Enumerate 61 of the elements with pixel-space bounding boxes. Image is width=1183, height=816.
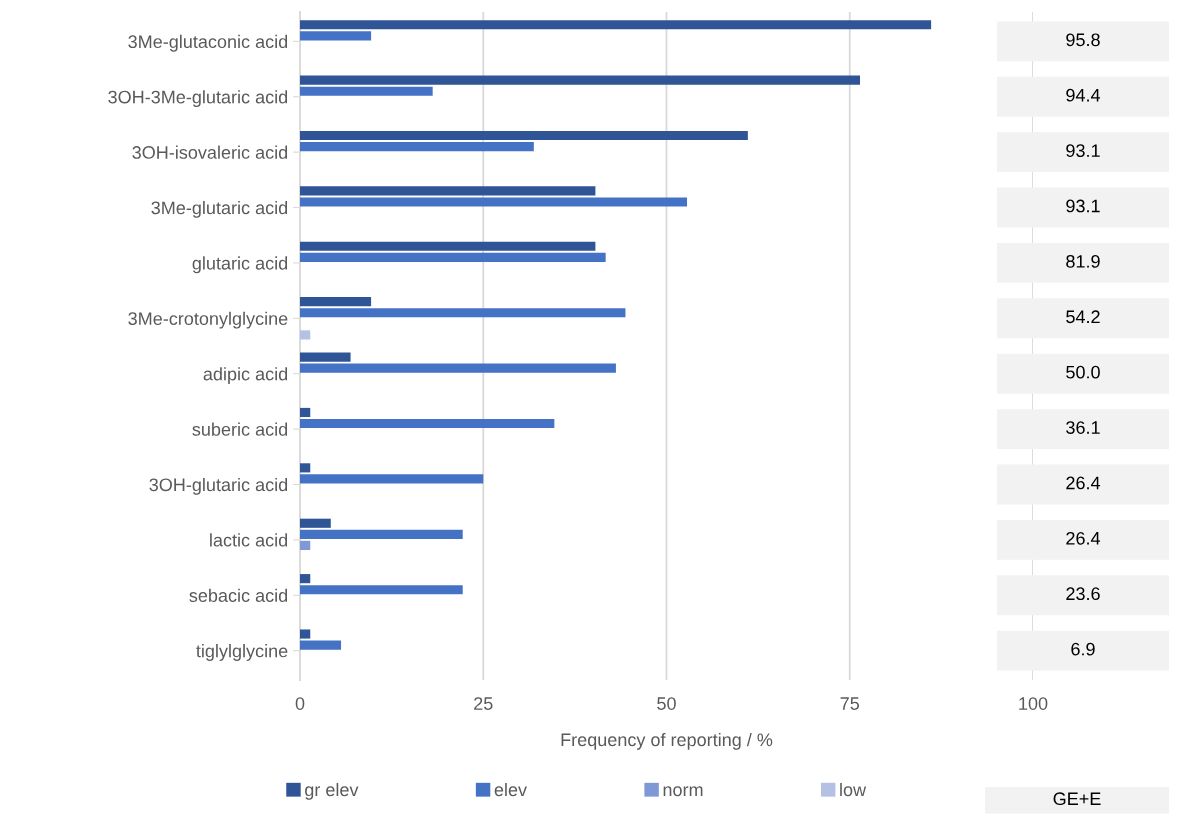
bar — [300, 363, 616, 373]
legend-label: norm — [663, 786, 703, 797]
bar — [300, 574, 311, 584]
bar — [300, 540, 311, 550]
y-tick-label: 3Me-crotonylglycine — [128, 311, 288, 329]
y-tick-label: 3Me-glutaric acid — [151, 200, 288, 218]
bar — [300, 418, 555, 429]
text: GE+E — [1053, 792, 1101, 806]
text: 95.8 — [1066, 33, 1100, 47]
bar — [300, 518, 331, 528]
bar — [300, 585, 463, 595]
y-tick-label: 3OH-glutaric acid — [149, 477, 288, 495]
bar — [300, 20, 932, 30]
bar — [300, 197, 688, 207]
bar — [300, 241, 596, 251]
y-tick-label: glutaric acid — [192, 256, 288, 274]
x-tick-label: 50 — [657, 697, 676, 710]
bar — [300, 629, 311, 639]
y-tick-label: tiglylglycine — [196, 644, 288, 661]
bar — [300, 640, 342, 650]
x-tick-label: 25 — [474, 697, 493, 710]
text: 36.1 — [1066, 421, 1100, 434]
y-tick-label: adipic acid — [203, 367, 288, 384]
bar — [300, 297, 372, 307]
text: 23.6 — [1066, 587, 1100, 601]
bar — [300, 330, 311, 340]
legend-label: elev — [494, 782, 527, 797]
x-tick-label: 0 — [295, 697, 305, 710]
text: 94.4 — [1066, 88, 1101, 102]
y-tick-label: 3OH-3Me-glutaric acid — [108, 90, 288, 108]
bar — [300, 186, 596, 196]
y-tick-label: 3Me-glutaconic acid — [128, 34, 288, 52]
text: 6.9 — [1071, 642, 1095, 656]
y-tick-label: 3OH-isovaleric acid — [132, 145, 288, 159]
legend-label: low — [840, 782, 867, 797]
bar — [300, 308, 626, 318]
bar — [300, 529, 463, 539]
bar — [300, 352, 351, 362]
bar — [300, 31, 372, 41]
text: 26.4 — [1066, 476, 1101, 490]
bar — [300, 86, 433, 96]
legend-label: gr elev — [305, 782, 359, 800]
x-tick-label: 100 — [1019, 697, 1048, 710]
text: 93.1 — [1066, 144, 1100, 157]
x-tick-label: 75 — [840, 697, 860, 710]
text: 50.0 — [1066, 365, 1100, 379]
text: 93.1 — [1066, 199, 1100, 213]
text: 54.2 — [1066, 310, 1100, 324]
bar — [300, 75, 861, 85]
bar — [300, 474, 484, 484]
bar — [300, 142, 534, 152]
y-tick-label: sebacic acid — [189, 588, 288, 602]
y-tick-label: lactic acid — [210, 533, 288, 547]
bar — [300, 252, 606, 262]
bar — [300, 407, 311, 418]
text: 81.9 — [1066, 254, 1100, 268]
bar — [300, 463, 311, 473]
bar — [300, 130, 748, 141]
y-tick-label: suberic acid — [192, 422, 288, 436]
x-axis-title: Frequency of reporting / % — [561, 732, 773, 750]
text: 26.4 — [1066, 531, 1101, 545]
